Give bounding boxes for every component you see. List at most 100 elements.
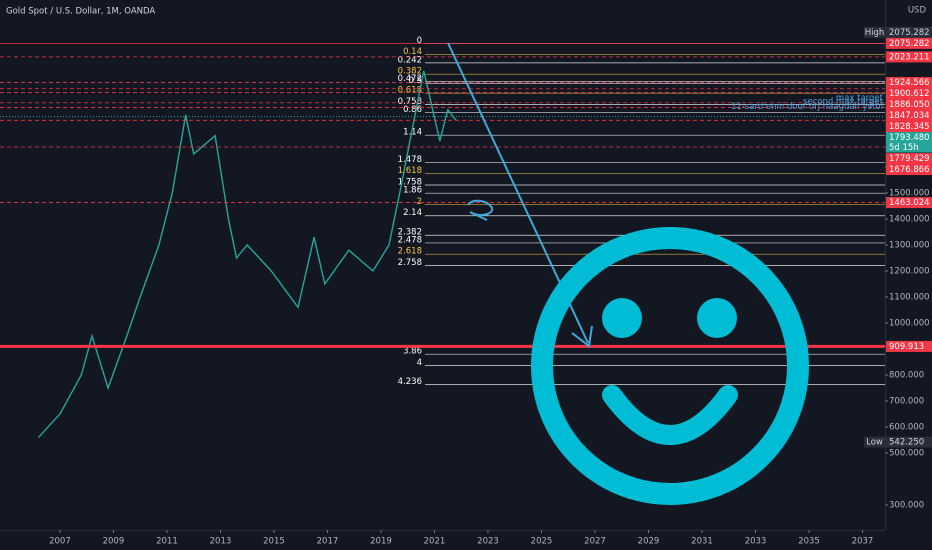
x-tick-label: 2029	[638, 537, 660, 547]
annotation: 11-sard enni door orj haagdah ystoi	[731, 102, 883, 112]
high-tag-label: High	[865, 28, 885, 38]
price-line	[38, 70, 457, 438]
fib-label: 2.478	[398, 235, 422, 245]
x-tick-label: 2019	[370, 537, 392, 547]
fib-label: 3.86	[403, 347, 422, 357]
smiley-eye	[602, 298, 642, 338]
fib-label: 0.472	[398, 74, 422, 84]
smiley-eye	[697, 298, 737, 338]
price-box	[886, 37, 932, 49]
fib-label: 0	[417, 36, 422, 46]
x-tick-label: 2035	[798, 537, 820, 547]
arrow-head	[571, 325, 593, 348]
annotation: second max target	[803, 97, 884, 107]
price-box-label: 1676.866	[889, 165, 930, 175]
fib-label: 0.618	[398, 86, 422, 96]
x-tick-label: 2011	[156, 537, 178, 547]
fib-label: 1.758	[398, 177, 422, 187]
price-box-label: 909.913	[889, 342, 924, 352]
high-tag	[864, 26, 885, 38]
fib-label: 4	[417, 358, 422, 368]
x-tick-label: 2015	[263, 537, 285, 547]
price-box-label: 1828.345	[889, 122, 930, 132]
price-box	[886, 51, 932, 63]
price-box	[886, 340, 932, 352]
symbol-title: Gold Spot / U.S. Dollar, 1M, OANDA	[6, 7, 155, 17]
x-tick-label: 2007	[49, 537, 71, 547]
price-box-label: 2023.211	[889, 52, 930, 62]
fib-label: 0.14	[403, 47, 422, 57]
x-tick-label: 2017	[317, 537, 339, 547]
y-tick-label: 500.000	[889, 449, 924, 459]
smiley-face	[531, 227, 809, 505]
x-tick-label: 2023	[477, 537, 499, 547]
y-tick-label: 800.000	[889, 371, 924, 381]
y-tick-label: 300.000	[889, 501, 924, 511]
price-box-label: 1924.566	[889, 78, 930, 88]
price-box-label: 1779.429	[889, 154, 930, 164]
fib-label: 4.236	[398, 377, 422, 387]
fib-label: 0.242	[398, 55, 422, 65]
high-value-box	[886, 26, 932, 38]
squiggle	[467, 199, 494, 221]
annotation: max target	[836, 93, 884, 103]
price-box-label: 1847.034	[889, 111, 930, 121]
fib-label: 1.86	[403, 186, 422, 196]
price-box	[886, 132, 932, 144]
price-box	[886, 77, 932, 89]
y-tick-label: 700.000	[889, 397, 924, 407]
smiley-mouth	[602, 385, 738, 445]
fib-label: 1.478	[398, 155, 422, 165]
y-tick-label: 1300.000	[889, 240, 930, 250]
price-box	[886, 88, 932, 100]
price-box	[886, 153, 932, 165]
x-tick-label: 2021	[424, 537, 446, 547]
fib-label: 2.14	[403, 208, 422, 218]
fib-label: 2.758	[398, 258, 422, 268]
fib-label: 0.758	[398, 97, 422, 107]
fib-label: 1.618	[398, 166, 422, 176]
price-box-label: 1463.024	[889, 198, 930, 208]
price-box	[886, 121, 932, 133]
price-box	[886, 110, 932, 122]
y-tick-label: 600.000	[889, 423, 924, 433]
price-box-label: 1793.480	[889, 133, 930, 143]
low-tag	[864, 436, 885, 448]
price-box-label: 2075.282	[889, 39, 930, 49]
x-tick-label: 2025	[531, 537, 553, 547]
price-box-label: 1886.050	[889, 100, 930, 110]
price-box	[886, 99, 932, 111]
y-tick-label: 1200.000	[889, 266, 930, 276]
x-tick-label: 2009	[103, 537, 125, 547]
low-tag-label: Low	[866, 438, 883, 448]
low-value-box	[886, 436, 932, 448]
y-tick-label: 1500.000	[889, 188, 930, 198]
y-tick-label: 1000.000	[889, 318, 930, 328]
high-value: 2075.282	[889, 28, 930, 38]
fib-label: 1.14	[403, 128, 422, 138]
fib-label: 2.382	[398, 228, 422, 238]
price-box	[886, 197, 932, 209]
y-tick-label: 1100.000	[889, 292, 930, 302]
fib-label: 2	[417, 197, 422, 207]
x-tick-label: 2033	[745, 537, 767, 547]
currency: USD	[908, 6, 927, 16]
fib-label: 0.382	[398, 67, 422, 77]
low-value: 542.250	[889, 438, 924, 448]
x-tick-label: 2013	[210, 537, 232, 547]
price-box	[886, 164, 932, 176]
y-tick-label: 1400.000	[889, 214, 930, 224]
fib-label: 0.86	[403, 105, 422, 115]
fib-label: 0.5	[408, 76, 422, 86]
x-tick-label: 2027	[584, 537, 606, 547]
countdown-box	[886, 142, 932, 153]
price-box-label: 1900.612	[889, 89, 930, 99]
countdown: 5d 15h	[889, 143, 919, 153]
x-tick-label: 2037	[852, 537, 874, 547]
x-tick-label: 2031	[691, 537, 713, 547]
